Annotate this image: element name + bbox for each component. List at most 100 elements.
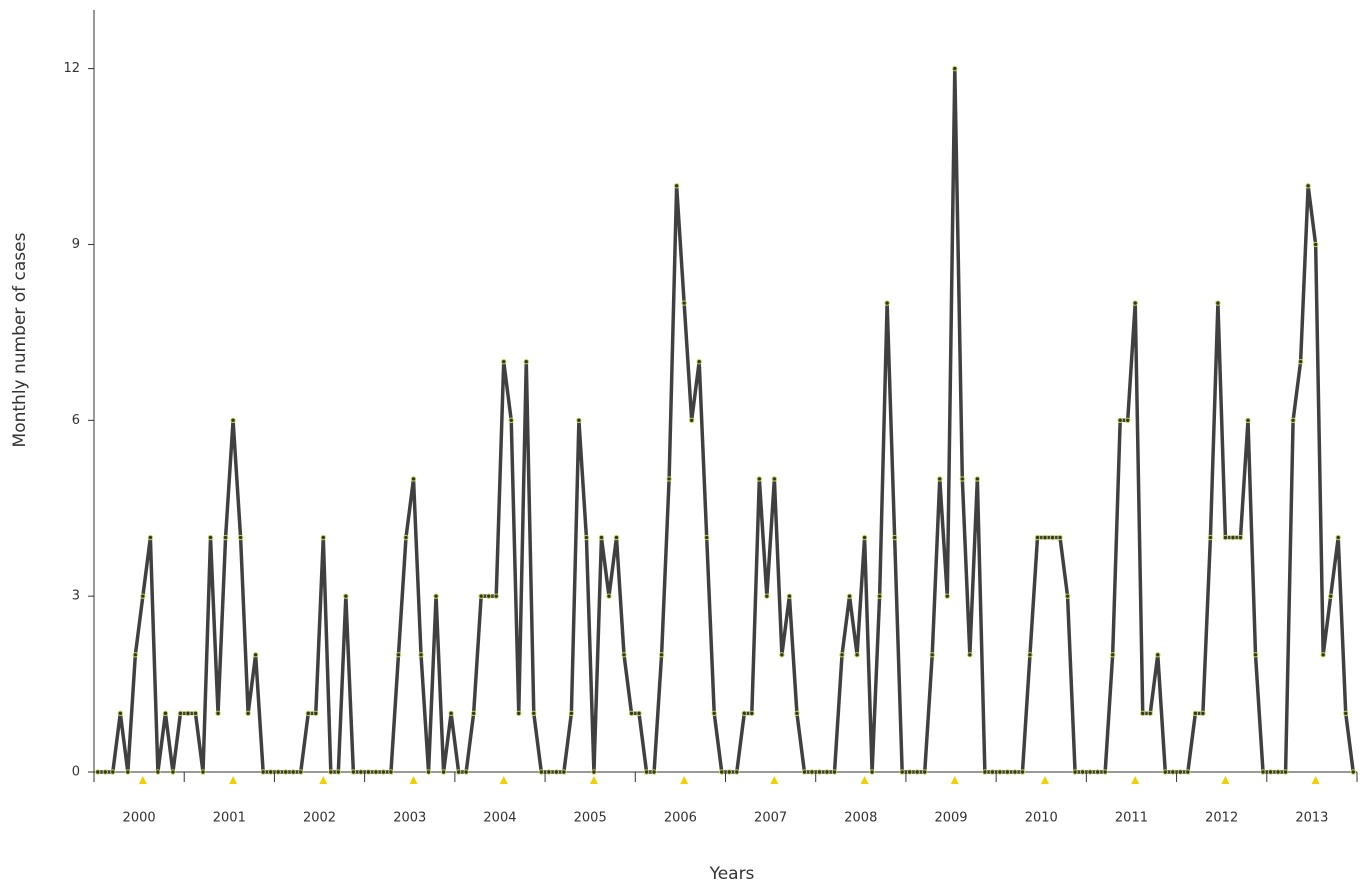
data-point — [771, 476, 778, 482]
data-point — [470, 710, 477, 717]
data-point — [1260, 769, 1266, 775]
data-point — [666, 476, 672, 482]
data-point — [704, 534, 710, 541]
data-point — [95, 769, 101, 775]
year-marker — [1131, 776, 1140, 784]
data-point — [1290, 417, 1296, 424]
data-point — [1079, 769, 1086, 775]
data-point — [816, 769, 823, 775]
data-point — [1087, 769, 1093, 775]
data-point — [1072, 769, 1078, 775]
data-point — [125, 769, 131, 775]
year-marker — [770, 776, 779, 784]
data-point — [320, 534, 326, 541]
data-point — [824, 769, 830, 775]
data-point — [102, 769, 108, 775]
data-point — [222, 534, 229, 541]
data-point — [147, 534, 154, 541]
data-point — [373, 769, 379, 775]
data-point — [162, 710, 169, 717]
data-point — [207, 534, 214, 541]
data-point — [177, 710, 184, 717]
data-point — [440, 769, 447, 775]
data-point — [831, 769, 838, 775]
data-point — [425, 769, 432, 775]
data-point — [1109, 652, 1116, 658]
data-point — [1305, 183, 1311, 189]
y-tick-label: 0 — [72, 765, 80, 780]
year-marker — [409, 776, 418, 784]
data-point — [170, 769, 176, 775]
x-tick-label: 2010 — [1025, 811, 1058, 826]
data-point — [418, 652, 424, 658]
data-point — [1042, 534, 1048, 541]
x-axis-title: Years — [709, 864, 755, 884]
data-point — [643, 769, 650, 775]
data-point — [914, 769, 920, 775]
data-point — [546, 769, 552, 775]
data-point — [621, 652, 627, 658]
data-point — [1027, 652, 1033, 658]
data-point — [1049, 534, 1056, 541]
x-tick-label: 2012 — [1205, 811, 1238, 826]
data-point — [613, 534, 620, 541]
data-point — [989, 769, 996, 775]
data-point — [1200, 710, 1206, 717]
x-tick-label: 2008 — [844, 811, 877, 826]
year-marker — [229, 776, 238, 784]
x-tick-label: 2005 — [574, 811, 607, 826]
data-point — [1350, 769, 1356, 775]
x-tick-label: 2001 — [213, 811, 246, 826]
data-point — [267, 769, 274, 775]
data-point — [749, 710, 755, 717]
data-point — [1140, 710, 1146, 717]
data-point — [350, 769, 357, 775]
data-point — [906, 769, 913, 775]
year-marker — [1041, 776, 1050, 784]
data-point — [1343, 710, 1349, 717]
data-point — [696, 358, 702, 365]
data-point — [876, 593, 883, 599]
year-marker — [680, 776, 689, 784]
data-point — [501, 358, 507, 365]
data-point — [944, 593, 950, 599]
data-point — [681, 300, 687, 306]
data-point — [1297, 358, 1304, 365]
data-point — [1185, 769, 1191, 775]
data-point — [854, 652, 860, 658]
year-marker — [319, 776, 328, 784]
data-point — [726, 769, 732, 775]
year-marker — [589, 776, 598, 784]
data-point — [794, 710, 800, 717]
data-point — [651, 769, 657, 775]
x-tick-label: 2013 — [1295, 811, 1328, 826]
data-point — [839, 652, 845, 658]
data-point — [1034, 534, 1041, 541]
data-point — [410, 476, 417, 482]
data-point — [493, 593, 499, 599]
data-point — [260, 769, 266, 775]
data-point — [922, 769, 928, 775]
data-point — [568, 710, 575, 717]
year-marker — [499, 776, 508, 784]
data-point — [719, 769, 725, 775]
data-point — [395, 652, 402, 658]
data-point — [523, 358, 529, 365]
data-point — [1147, 710, 1153, 717]
data-point — [846, 593, 853, 599]
x-tick-label: 2006 — [664, 811, 697, 826]
y-tick-label: 12 — [63, 61, 80, 76]
data-point — [809, 769, 815, 775]
data-point — [741, 710, 747, 717]
data-point — [553, 769, 560, 775]
data-point — [230, 417, 236, 424]
data-point — [801, 769, 808, 775]
data-point — [952, 65, 958, 72]
data-point — [328, 769, 334, 775]
data-point — [1267, 769, 1274, 775]
x-tick-label: 2004 — [483, 811, 516, 826]
year-marker — [1311, 776, 1320, 784]
data-point — [1252, 652, 1259, 658]
data-point — [561, 769, 567, 775]
